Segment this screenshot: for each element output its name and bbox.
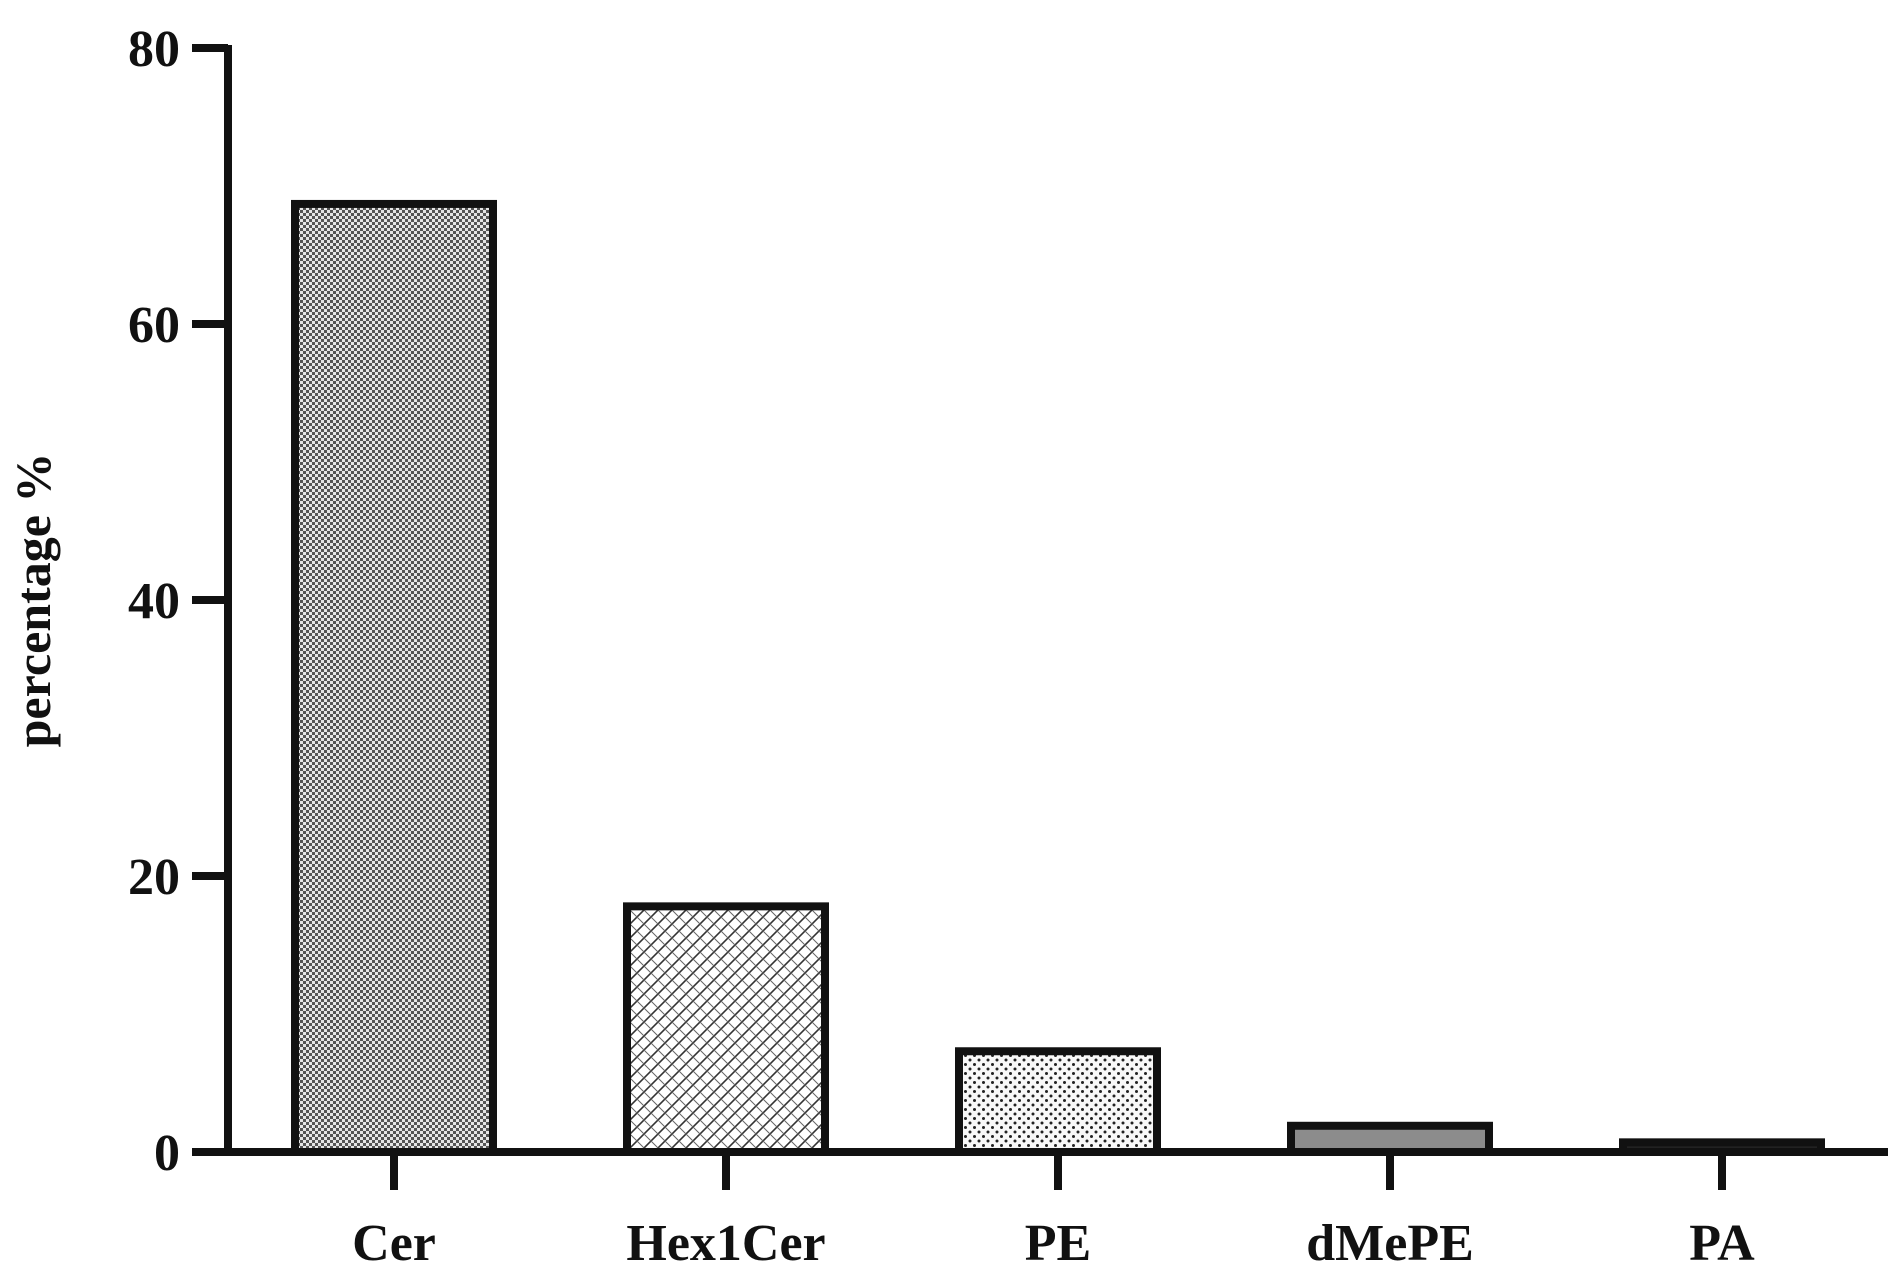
y-tick-label-40: 40 <box>128 573 180 630</box>
bar-hex1cer <box>623 902 829 1156</box>
x-tick-label-hex1cer: Hex1Cer <box>626 1215 825 1269</box>
bar-cer <box>291 199 497 1156</box>
x-tick-label-pa: PA <box>1689 1215 1755 1269</box>
y-tick-label-60: 60 <box>128 297 180 354</box>
y-axis-title: percentage % <box>5 453 61 748</box>
y-tick-label-0: 0 <box>154 1125 180 1182</box>
y-axis: 0 20 40 60 80 <box>128 21 232 1182</box>
x-tick-label-dmepe: dMePE <box>1306 1215 1474 1269</box>
x-tick-label-cer: Cer <box>352 1215 436 1269</box>
y-tick-label-80: 80 <box>128 21 180 78</box>
x-axis: Cer Hex1Cer PE dMePE PA <box>224 1148 1888 1269</box>
x-tick-label-pe: PE <box>1025 1215 1091 1269</box>
bar-pe <box>955 1047 1161 1157</box>
y-tick-label-20: 20 <box>128 849 180 906</box>
bars <box>291 199 1825 1157</box>
